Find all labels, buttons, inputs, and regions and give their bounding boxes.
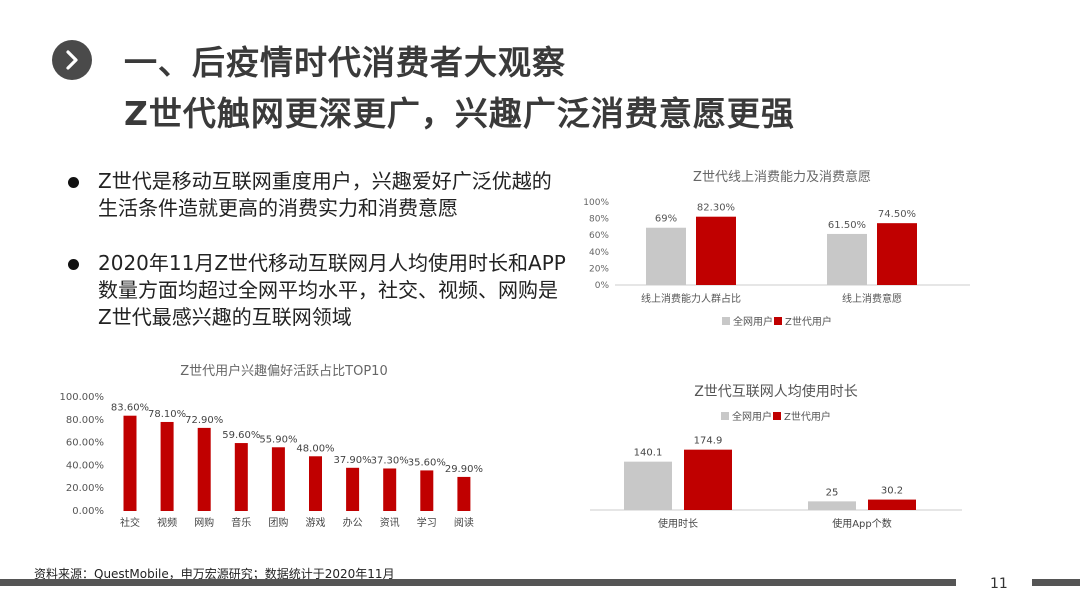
legend-swatch-red: [773, 412, 781, 420]
data-label: 83.60%: [111, 403, 149, 414]
data-label: 30.2: [881, 486, 903, 497]
chart-title: Z世代用户兴趣偏好活跃占比TOP10: [180, 363, 387, 379]
x-tick-label: 使用时长: [658, 517, 698, 530]
source-note: 资料来源：QuestMobile，申万宏源研究；数据统计于2020年11月: [34, 567, 395, 581]
legend: 全网用户 Z世代用户: [722, 315, 832, 328]
interest-top10-chart: Z世代用户兴趣偏好活跃占比TOP10 0.00% 20.00% 40.00% 60.0…: [60, 363, 483, 529]
page-subtitle: Z世代触网更深更广，兴趣广泛消费意愿更强: [124, 94, 795, 133]
legend-swatch-red: [774, 317, 782, 325]
bar: [160, 421, 174, 511]
data-label: 72.90%: [185, 415, 223, 426]
bars: 83.60% 社交 78.10% 视频 72.90% 网购 59.60% 音乐 55.90% 团购…: [111, 403, 483, 529]
legend-label: Z世代用户: [785, 315, 832, 328]
bar: [309, 456, 322, 511]
legend-label: 全网用户: [732, 410, 772, 423]
legend-label: 全网用户: [733, 315, 773, 328]
y-tick-label: 40.00%: [66, 460, 104, 471]
footer-bar: [0, 579, 956, 586]
chart-title: Z世代线上消费能力及消费意愿: [693, 169, 871, 185]
bar: [457, 476, 471, 511]
bar: [868, 499, 916, 510]
bar: [197, 427, 211, 511]
x-tick-label: 音乐: [231, 516, 251, 529]
page-number: 11: [990, 576, 1008, 592]
y-tick-label: 100%: [583, 198, 609, 208]
y-tick-label: 0.00%: [72, 506, 104, 517]
data-label: 174.9: [694, 436, 723, 447]
legend-swatch-gray: [722, 317, 730, 325]
x-tick-label: 学习: [417, 516, 437, 529]
bar: [420, 470, 434, 511]
y-tick-label: 60%: [589, 231, 609, 241]
bar: [808, 501, 856, 510]
x-tick-label: 视频: [157, 516, 177, 529]
bullet-text: 2020年11月Z世代移动互联网月人均使用时长和APP数量方面均超过全网平均水平…: [98, 251, 566, 329]
bars: 69% 82.30% 线上消费能力人群占比 61.50% 74.50% 线上消费意愿: [641, 203, 917, 305]
y-tick-label: 100.00%: [60, 392, 105, 403]
bar: [346, 467, 360, 511]
bullet-text: Z世代是移动互联网重度用户，兴趣爱好广泛优越的生活条件造就更高的消费实力和消费意…: [98, 169, 552, 220]
data-label: 37.90%: [334, 455, 372, 466]
footer-bar: [1032, 579, 1080, 586]
bullet-point: Z世代是移动互联网重度用户，兴趣爱好广泛优越的生活条件造就更高的消费实力和消费意…: [68, 168, 568, 222]
data-label: 37.30%: [371, 455, 409, 466]
data-label: 82.30%: [697, 203, 735, 214]
bars: 140.1 174.9 使用时长 25 30.2 使用App个数: [590, 436, 962, 530]
legend: 全网用户 Z世代用户: [721, 410, 831, 423]
next-arrow-button[interactable]: [52, 40, 92, 80]
x-tick-label: 团购: [268, 516, 288, 529]
x-tick-label: 网购: [194, 516, 214, 529]
bar: [383, 468, 397, 511]
data-label: 69%: [655, 214, 677, 225]
y-axis: 0.00% 20.00% 40.00% 60.00% 80.00% 100.00%: [60, 392, 105, 517]
bar: [646, 227, 686, 285]
bullet-point: 2020年11月Z世代移动互联网月人均使用时长和APP数量方面均超过全网平均水平…: [68, 250, 568, 331]
y-tick-label: 80.00%: [66, 415, 104, 426]
usage-duration-chart: Z世代互联网人均使用时长 全网用户 Z世代用户 140.1 174.9 使用时长 25…: [590, 383, 962, 530]
chart-title: Z世代互联网人均使用时长: [694, 383, 858, 400]
y-tick-label: 20%: [589, 264, 609, 274]
data-label: 61.50%: [828, 220, 866, 231]
x-tick-label: 办公: [343, 516, 363, 529]
bar: [684, 449, 732, 510]
bar: [877, 223, 917, 285]
data-label: 35.60%: [408, 457, 446, 468]
y-tick-label: 60.00%: [66, 438, 104, 449]
data-label: 55.90%: [259, 434, 297, 445]
x-tick-label: 使用App个数: [832, 517, 892, 530]
legend-swatch-gray: [721, 412, 729, 420]
bar: [827, 233, 867, 285]
x-tick-label: 游戏: [306, 516, 326, 529]
y-tick-label: 0%: [595, 281, 610, 291]
consumption-chart: Z世代线上消费能力及消费意愿 0% 20% 40% 60% 80% 100% 69% 82.…: [583, 169, 970, 328]
x-tick-label: 阅读: [454, 516, 474, 529]
data-label: 78.10%: [148, 409, 186, 420]
bar: [624, 461, 672, 510]
bar: [234, 443, 248, 511]
bullet-dot: [68, 177, 79, 188]
y-tick-label: 40%: [589, 248, 609, 258]
data-label: 74.50%: [878, 209, 916, 220]
data-label: 25: [826, 487, 839, 498]
x-tick-label: 社交: [120, 516, 140, 529]
data-label: 48.00%: [296, 443, 334, 454]
x-tick-label: 资讯: [380, 517, 400, 529]
page-title: 一、后疫情时代消费者大观察: [124, 43, 566, 82]
y-tick-label: 80%: [589, 215, 609, 225]
y-tick-label: 20.00%: [66, 483, 104, 494]
data-label: 59.60%: [222, 430, 260, 441]
bullet-dot: [68, 259, 79, 270]
chevron-right-icon: [66, 50, 78, 70]
bar: [696, 216, 736, 285]
data-label: 140.1: [634, 448, 663, 459]
legend-label: Z世代用户: [784, 410, 831, 423]
bar: [123, 415, 137, 511]
x-tick-label: 线上消费能力人群占比: [641, 292, 741, 305]
bar: [271, 447, 285, 511]
data-label: 29.90%: [445, 464, 483, 475]
x-tick-label: 线上消费意愿: [842, 292, 902, 305]
